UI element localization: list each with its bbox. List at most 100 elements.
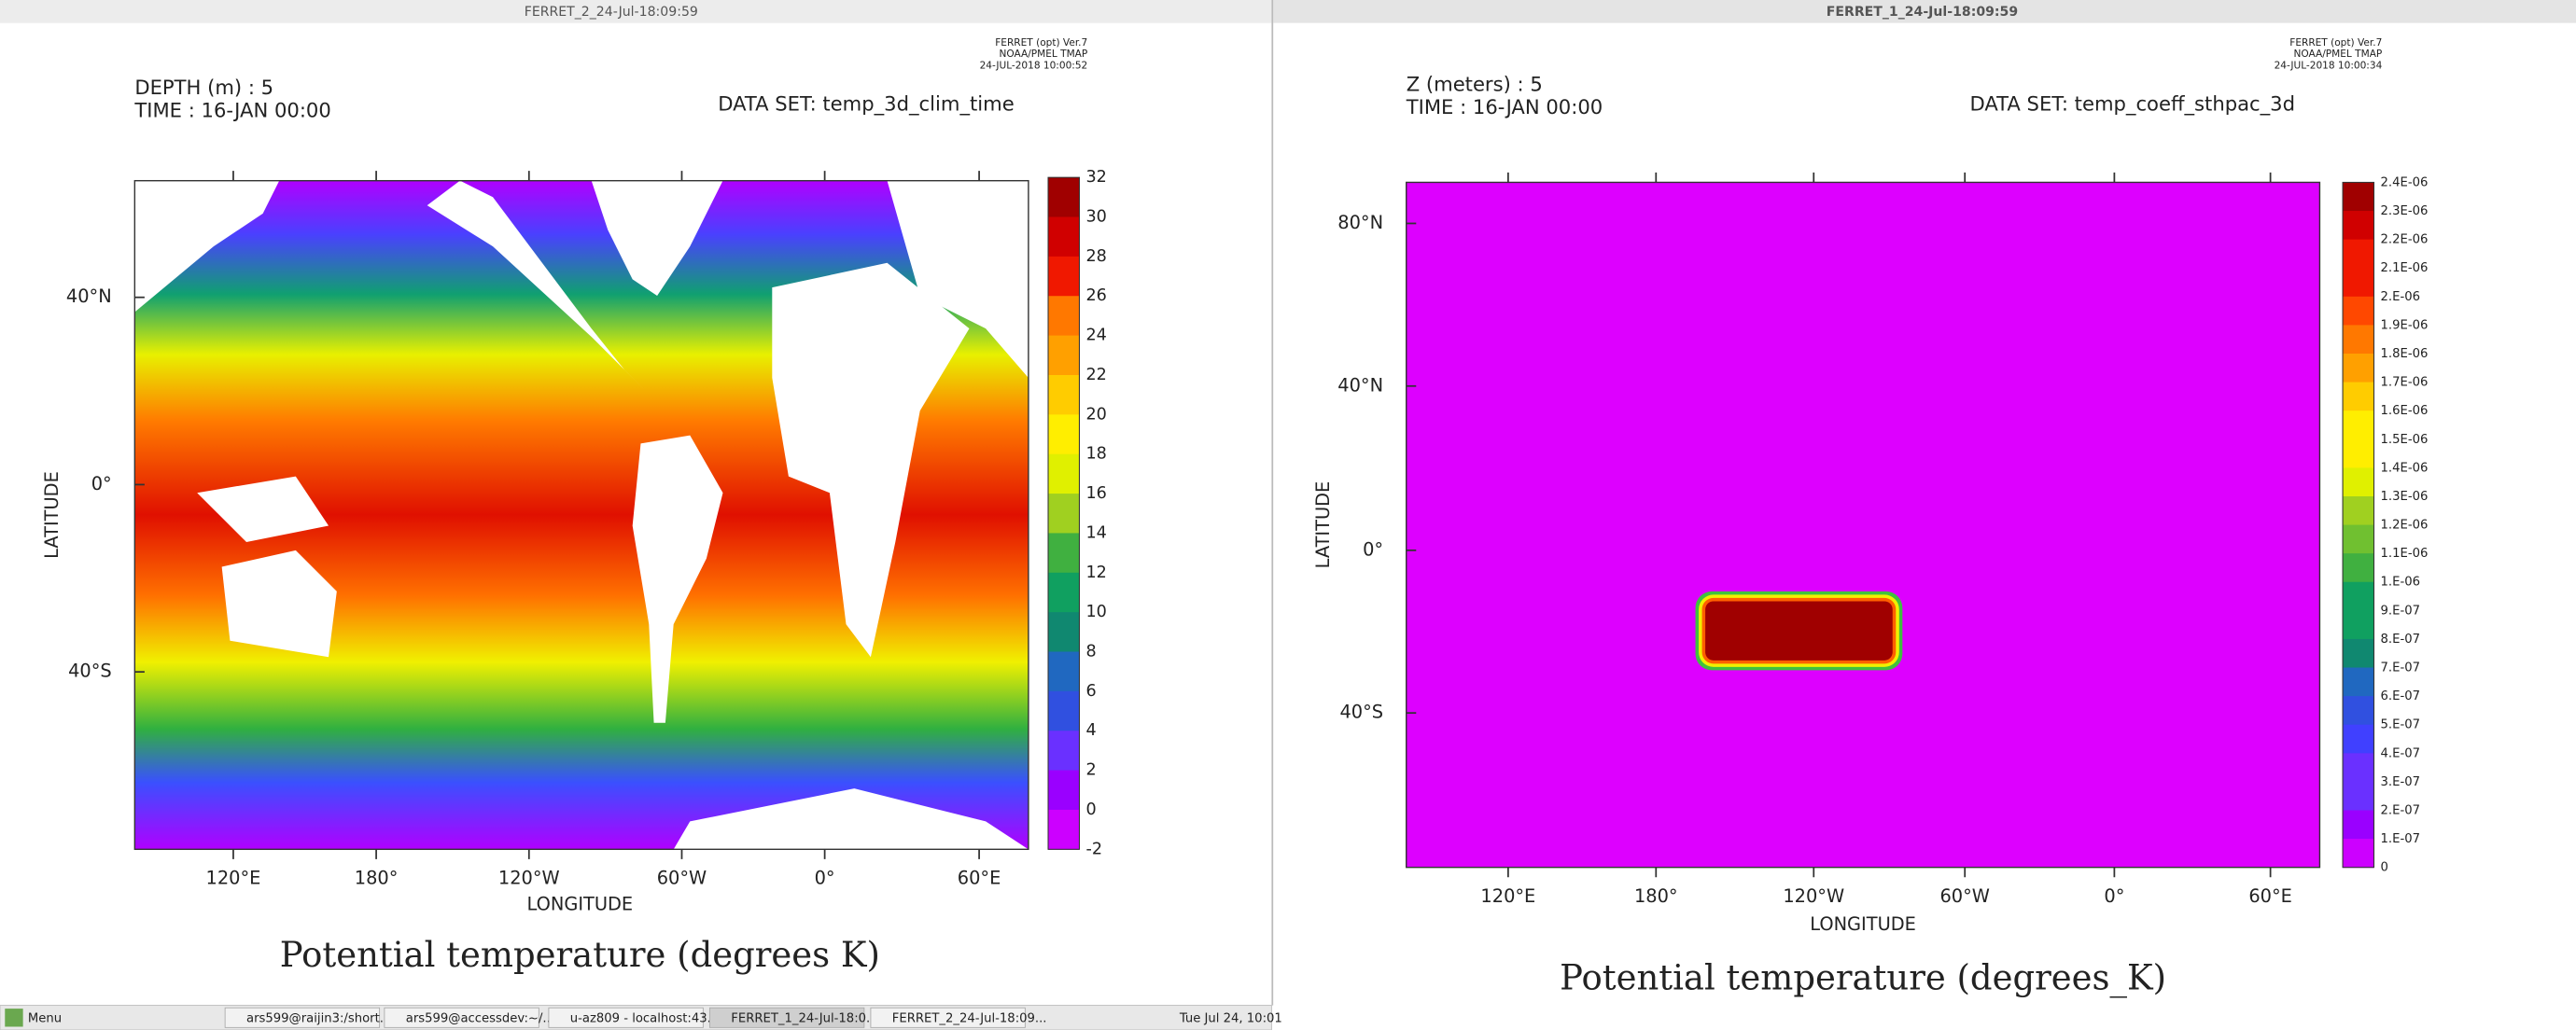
title-bar[interactable] [0, 0, 1272, 23]
y-tick-label: 40°S [1339, 702, 1383, 723]
colorbar-label: 1.2E-06 [2381, 519, 2429, 533]
map [133, 179, 1029, 851]
taskbar-item[interactable] [224, 1007, 381, 1028]
x-axis-label: LONGITUDE [527, 894, 634, 915]
header-line: 24-JUL-2018 10:00:34 [2275, 60, 2383, 71]
header-line: 24-JUL-2018 10:00:52 [980, 60, 1088, 71]
colorbar-swatch [2343, 325, 2374, 355]
colorbar-swatch [1048, 770, 1080, 811]
colorbar-label: 30 [1085, 208, 1106, 227]
header-line: FERRET (opt) Ver.7 [2289, 37, 2382, 49]
taskbar-item-label: u-az809 - localhost:43... [570, 1012, 719, 1026]
colorbar-label: 1.4E-06 [2381, 461, 2429, 475]
colorbar-swatch [1048, 809, 1080, 850]
colorbar-swatch [1048, 690, 1080, 731]
colorbar-swatch [2343, 781, 2374, 812]
colorbar-label: 2.E-07 [2381, 803, 2420, 817]
y-axis-label: LATITUDE [1312, 481, 1334, 569]
colorbar-swatch [2343, 581, 2374, 611]
colorbar-swatch [2343, 524, 2374, 554]
x-tick-label: 120°E [206, 868, 261, 889]
colorbar-swatch [1048, 374, 1080, 415]
colorbar-swatch [2343, 268, 2374, 298]
colorbar-label: 20 [1085, 405, 1106, 424]
colorbar-label: 6 [1085, 682, 1096, 701]
colorbar-label: 2.1E-06 [2381, 261, 2429, 275]
x-tick-label: 60°W [1939, 885, 1989, 907]
colorbar-swatch [1048, 335, 1080, 376]
menu-icon[interactable] [5, 1009, 23, 1027]
colorbar-swatch [1048, 731, 1080, 772]
taskbar-item-label: ars599@raijin3:/short... [246, 1012, 391, 1026]
colorbar-swatch [1048, 533, 1080, 574]
colorbar-label: 1.6E-06 [2381, 404, 2429, 418]
colorbar-swatch [1048, 296, 1080, 337]
taskbar-item[interactable] [548, 1007, 704, 1028]
x-tick-label: 60°W [657, 868, 707, 889]
colorbar-label: 7.E-07 [2381, 661, 2420, 675]
colorbar-swatch [2343, 724, 2374, 754]
y-tick-label: 40°N [1337, 374, 1383, 396]
colorbar-label: 26 [1085, 286, 1106, 305]
header-line: FERRET (opt) Ver.7 [995, 37, 1087, 49]
colorbar-swatch [2343, 696, 2374, 726]
plot-title: Potential temperature (degrees K) [280, 935, 880, 975]
colorbar-swatch [2343, 411, 2374, 440]
taskbar-item[interactable] [870, 1007, 1026, 1028]
colorbar-label: 1.3E-06 [2381, 490, 2429, 504]
header-line: NOAA/PMEL TMAP [1000, 49, 1088, 60]
colorbar-label: 8.E-07 [2381, 633, 2420, 647]
plot-info: DEPTH (m) : 5 [134, 76, 273, 99]
colorbar-swatch [1048, 612, 1080, 653]
y-tick-label: 40°N [66, 285, 112, 307]
colorbar-swatch [2343, 839, 2374, 869]
taskbar-item-label: FERRET_1_24-Jul-18:0... [731, 1012, 877, 1026]
colorbar-swatch [2343, 382, 2374, 411]
colorbar-label: 1.5E-06 [2381, 433, 2429, 447]
colorbar-label: 1.E-06 [2381, 576, 2420, 590]
x-tick-label: 0° [2104, 885, 2124, 907]
colorbar-swatch [2343, 753, 2374, 783]
colorbar-label: 0 [1085, 800, 1096, 819]
colorbar-swatch [2343, 239, 2374, 269]
colorbar-label: 1.1E-06 [2381, 547, 2429, 561]
taskbar-item[interactable] [384, 1007, 539, 1028]
colorbar-label: 16 [1085, 484, 1106, 503]
colorbar-swatch [2343, 810, 2374, 840]
colorbar-swatch [1048, 651, 1080, 692]
colorbar-label: 4.E-07 [2381, 746, 2420, 760]
colorbar-label: 1.9E-06 [2381, 318, 2429, 332]
colorbar-label: 5.E-07 [2381, 718, 2420, 732]
colorbar-swatch [1048, 453, 1080, 494]
colorbar-swatch [1048, 414, 1080, 455]
y-tick-label: 0° [1363, 538, 1383, 560]
colorbar-label: 1.E-07 [2381, 832, 2420, 846]
colorbar-swatch [2343, 495, 2374, 526]
plot-info: TIME : 16-JAN 00:00 [1406, 95, 1603, 118]
colorbar-swatch [2343, 438, 2374, 468]
x-tick-label: 120°W [1783, 885, 1844, 907]
dataset: DATA SET: temp_coeff_sthpac_3d [1969, 92, 2295, 117]
colorbar-label: 12 [1085, 564, 1106, 582]
colorbar-swatch [2343, 211, 2374, 241]
x-tick-label: 120°E [1480, 885, 1535, 907]
colorbar-label: 32 [1085, 168, 1106, 187]
title-bar[interactable] [1273, 0, 2576, 23]
colorbar-label: 2.4E-06 [2381, 175, 2429, 189]
x-tick-label: 180° [355, 868, 399, 889]
taskbar-item[interactable] [708, 1007, 865, 1028]
plot-info: Z (meters) : 5 [1407, 73, 1543, 96]
x-tick-label: 0° [815, 868, 835, 889]
plot-info: TIME : 16-JAN 00:00 [133, 99, 330, 122]
taskbar-item-label: ars599@accessdev:~/... [406, 1012, 554, 1026]
clock: Tue Jul 24, 10:01 [1179, 1012, 1282, 1026]
colorbar-swatch [2343, 553, 2374, 583]
map [1406, 181, 2321, 869]
y-tick-label: 0° [91, 473, 112, 494]
menu-button[interactable]: Menu [28, 1012, 62, 1026]
colorbar-label: 6.E-07 [2381, 689, 2420, 703]
x-tick-label: 60°E [958, 868, 1001, 889]
colorbar-label: 1.8E-06 [2381, 347, 2429, 361]
colorbar-label: 18 [1085, 445, 1106, 464]
